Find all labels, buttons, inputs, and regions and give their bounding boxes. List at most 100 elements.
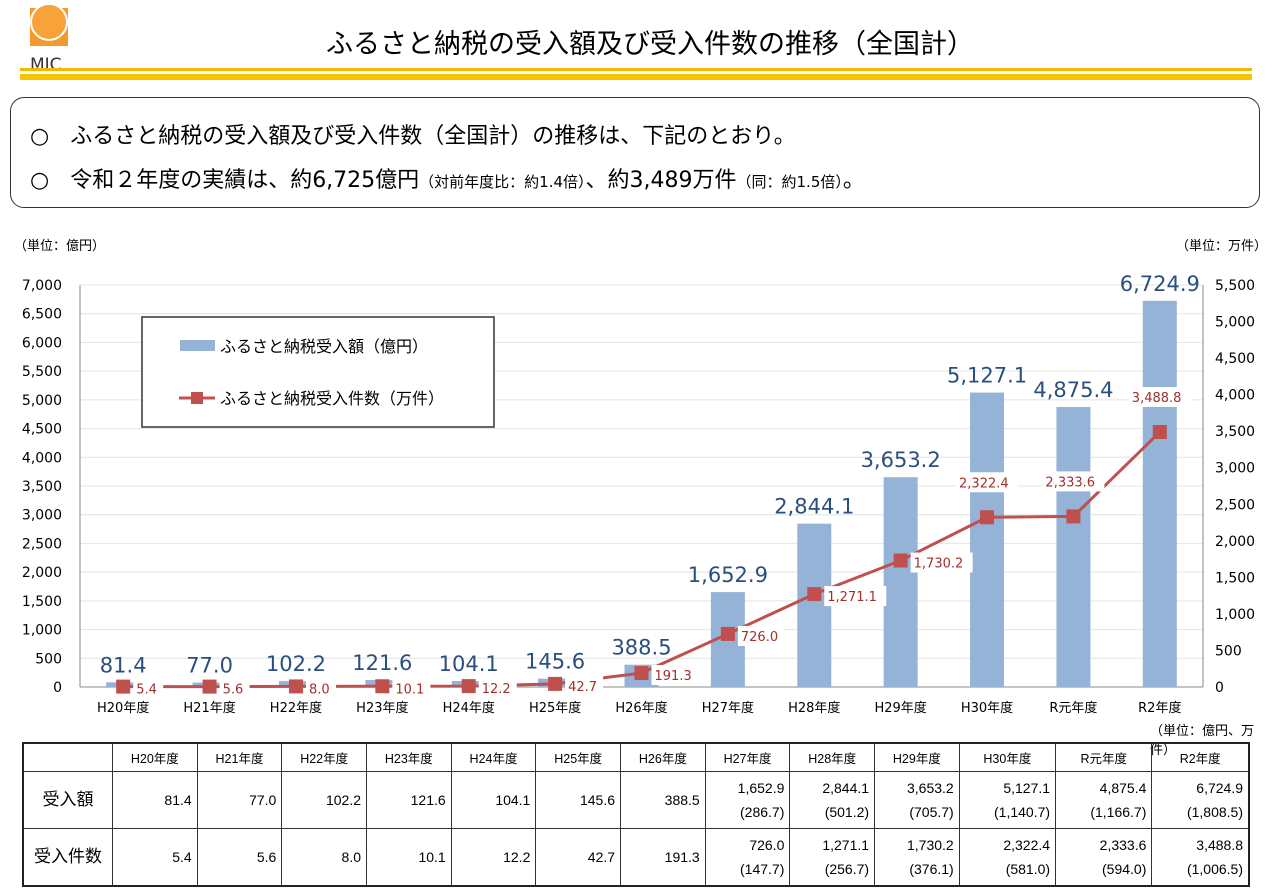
table-header-cell: H26年度 (620, 742, 706, 772)
legend-label-line: ふるさと納税受入件数（万件） (220, 389, 444, 408)
x-tick-label: H22年度 (270, 700, 322, 716)
bar-value-label: 102.2 (266, 652, 326, 676)
line-marker (202, 679, 217, 694)
legend (141, 316, 495, 428)
line-marker (1066, 509, 1081, 524)
table-cell: 77.0 (196, 771, 283, 829)
summary-box (10, 97, 1260, 208)
left-tick-label: 7,000 (22, 278, 62, 294)
line-value-label: 1,271.1 (827, 590, 877, 605)
line-marker (1152, 425, 1167, 440)
table-cell: 1,271.1 (256.7) (789, 828, 876, 887)
table-cell: 104.1 (450, 771, 537, 829)
x-tick-label: H29年度 (874, 700, 926, 716)
summary-note: （同：約1.5倍） (736, 173, 843, 191)
x-tick-label: H27年度 (702, 700, 754, 716)
left-tick-label: 1,000 (22, 623, 62, 639)
table-header-cell: H30年度 (958, 742, 1057, 772)
table-header-cell: R2年度 (1151, 742, 1250, 772)
table-header-cell: H24年度 (450, 742, 537, 772)
table-cell: 145.6 (535, 771, 622, 829)
table-header-cell: H21年度 (196, 742, 283, 772)
x-tick-label: H20年度 (97, 700, 149, 716)
table-header-cell: H25年度 (535, 742, 622, 772)
line-value-label: 2,333.6 (1045, 475, 1095, 490)
line-value-label: 726.0 (741, 630, 778, 645)
table-cell: 3,488.8 (1,006.5) (1151, 828, 1250, 887)
summary-text: 。 (842, 168, 865, 193)
right-tick-label: 3,500 (1215, 424, 1255, 440)
table-cell: 102.2 (281, 771, 368, 829)
table-cell: 42.7 (535, 828, 622, 887)
x-tick-label: R2年度 (1138, 700, 1181, 716)
x-tick-label: H30年度 (961, 700, 1013, 716)
legend-line-marker (191, 392, 203, 404)
line-label-bg (824, 586, 887, 607)
table-cell: 5,127.1 (1,140.7) (958, 771, 1057, 829)
line-label-bg (478, 678, 517, 699)
bar-value-label: 5,127.1 (947, 364, 1027, 388)
summary-line-2: ○ 令和２年度の実績は、約6,725億円（対前年度比：約1.4倍）、約3,489… (30, 162, 865, 194)
line-label-bg (1128, 387, 1191, 408)
line-value-label: 191.3 (655, 669, 692, 684)
table-header-cell: H29年度 (874, 742, 960, 772)
bar (1056, 407, 1091, 687)
summary-text: ふるさと納税の受入額及び受入件数（全国計）の推移は、下記のとおり。 (70, 124, 796, 149)
bar-value-label: 2,844.1 (774, 495, 854, 519)
left-axis-unit: （単位：億円） (14, 239, 106, 254)
x-tick-label: H28年度 (788, 700, 840, 716)
left-tick-label: 0 (53, 680, 62, 696)
right-tick-label: 2,500 (1215, 497, 1255, 513)
line-marker (893, 553, 908, 568)
bar-value-label: 81.4 (100, 653, 147, 677)
right-tick-label: 1,500 (1215, 570, 1255, 586)
table-header-cell: H27年度 (704, 742, 791, 772)
x-tick-label: H25年度 (529, 700, 581, 716)
left-tick-label: 3,000 (22, 508, 62, 524)
table-row: 受入額 81.4 77.0 102.2 121.6 104.1 145.6 388.5 1,65… (22, 771, 1250, 829)
line-label-bg (392, 678, 431, 699)
left-tick-label: 2,000 (22, 565, 62, 581)
table-cell: 388.5 (620, 771, 706, 829)
right-tick-label: 4,000 (1215, 388, 1255, 404)
left-tick-label: 500 (35, 651, 62, 667)
page-title: ふるさと納税の受入額及び受入件数の推移（全国計） (326, 29, 974, 60)
left-tick-label: 2,500 (22, 536, 62, 552)
table-cell: 1,652.9 (286.7) (704, 771, 791, 829)
left-tick-label: 6,500 (22, 307, 62, 323)
bar-value-label: 77.0 (186, 654, 233, 678)
x-tick-label: R元年度 (1049, 700, 1097, 716)
table-cell: 2,844.1 (501.2) (789, 771, 876, 829)
left-tick-label: 4,500 (22, 422, 62, 438)
table-header-row: H20年度 H21年度 H22年度 H23年度 H24年度 H25年度 H26年度 H27年度… (22, 742, 1250, 772)
right-tick-label: 500 (1215, 643, 1242, 659)
table-cell: 1,730.2 (376.1) (874, 828, 960, 887)
bar (970, 392, 1005, 687)
line-value-label: 12.2 (482, 682, 511, 697)
right-tick-label: 1,000 (1215, 607, 1255, 623)
legend-bar-swatch (180, 340, 215, 351)
line-label-bg (1042, 471, 1105, 492)
summary-text: 令和２年度の実績は、約6,725億円 (70, 168, 420, 193)
left-tick-label: 4,000 (22, 450, 62, 466)
bar-value-label: 6,724.9 (1120, 272, 1200, 296)
line-marker (461, 679, 476, 694)
line-value-label: 1,730.2 (914, 557, 964, 572)
left-tick-label: 3,500 (22, 479, 62, 495)
bar-value-label: 388.5 (611, 636, 671, 660)
table-cell: 12.2 (450, 828, 537, 887)
right-tick-label: 0 (1215, 680, 1224, 696)
table-cell: 121.6 (366, 771, 452, 829)
bullet-icon: ○ (30, 168, 50, 193)
table-cell: 2,333.6 (594.0) (1055, 828, 1153, 887)
left-tick-label: 5,000 (22, 393, 62, 409)
table-header-cell: R元年度 (1055, 742, 1153, 772)
line-value-label: 3,488.8 (1132, 391, 1182, 406)
x-tick-label: H21年度 (183, 700, 235, 716)
table-cell: 6,724.9 (1,808.5) (1151, 771, 1250, 829)
data-table: H20年度 H21年度 H22年度 H23年度 H24年度 H25年度 H26年度 H27年度… (22, 742, 1250, 887)
bar-value-label: 121.6 (352, 651, 412, 675)
line-value-label: 5.4 (136, 683, 157, 698)
bar (1142, 300, 1177, 687)
mic-logo: MIC (28, 2, 78, 75)
